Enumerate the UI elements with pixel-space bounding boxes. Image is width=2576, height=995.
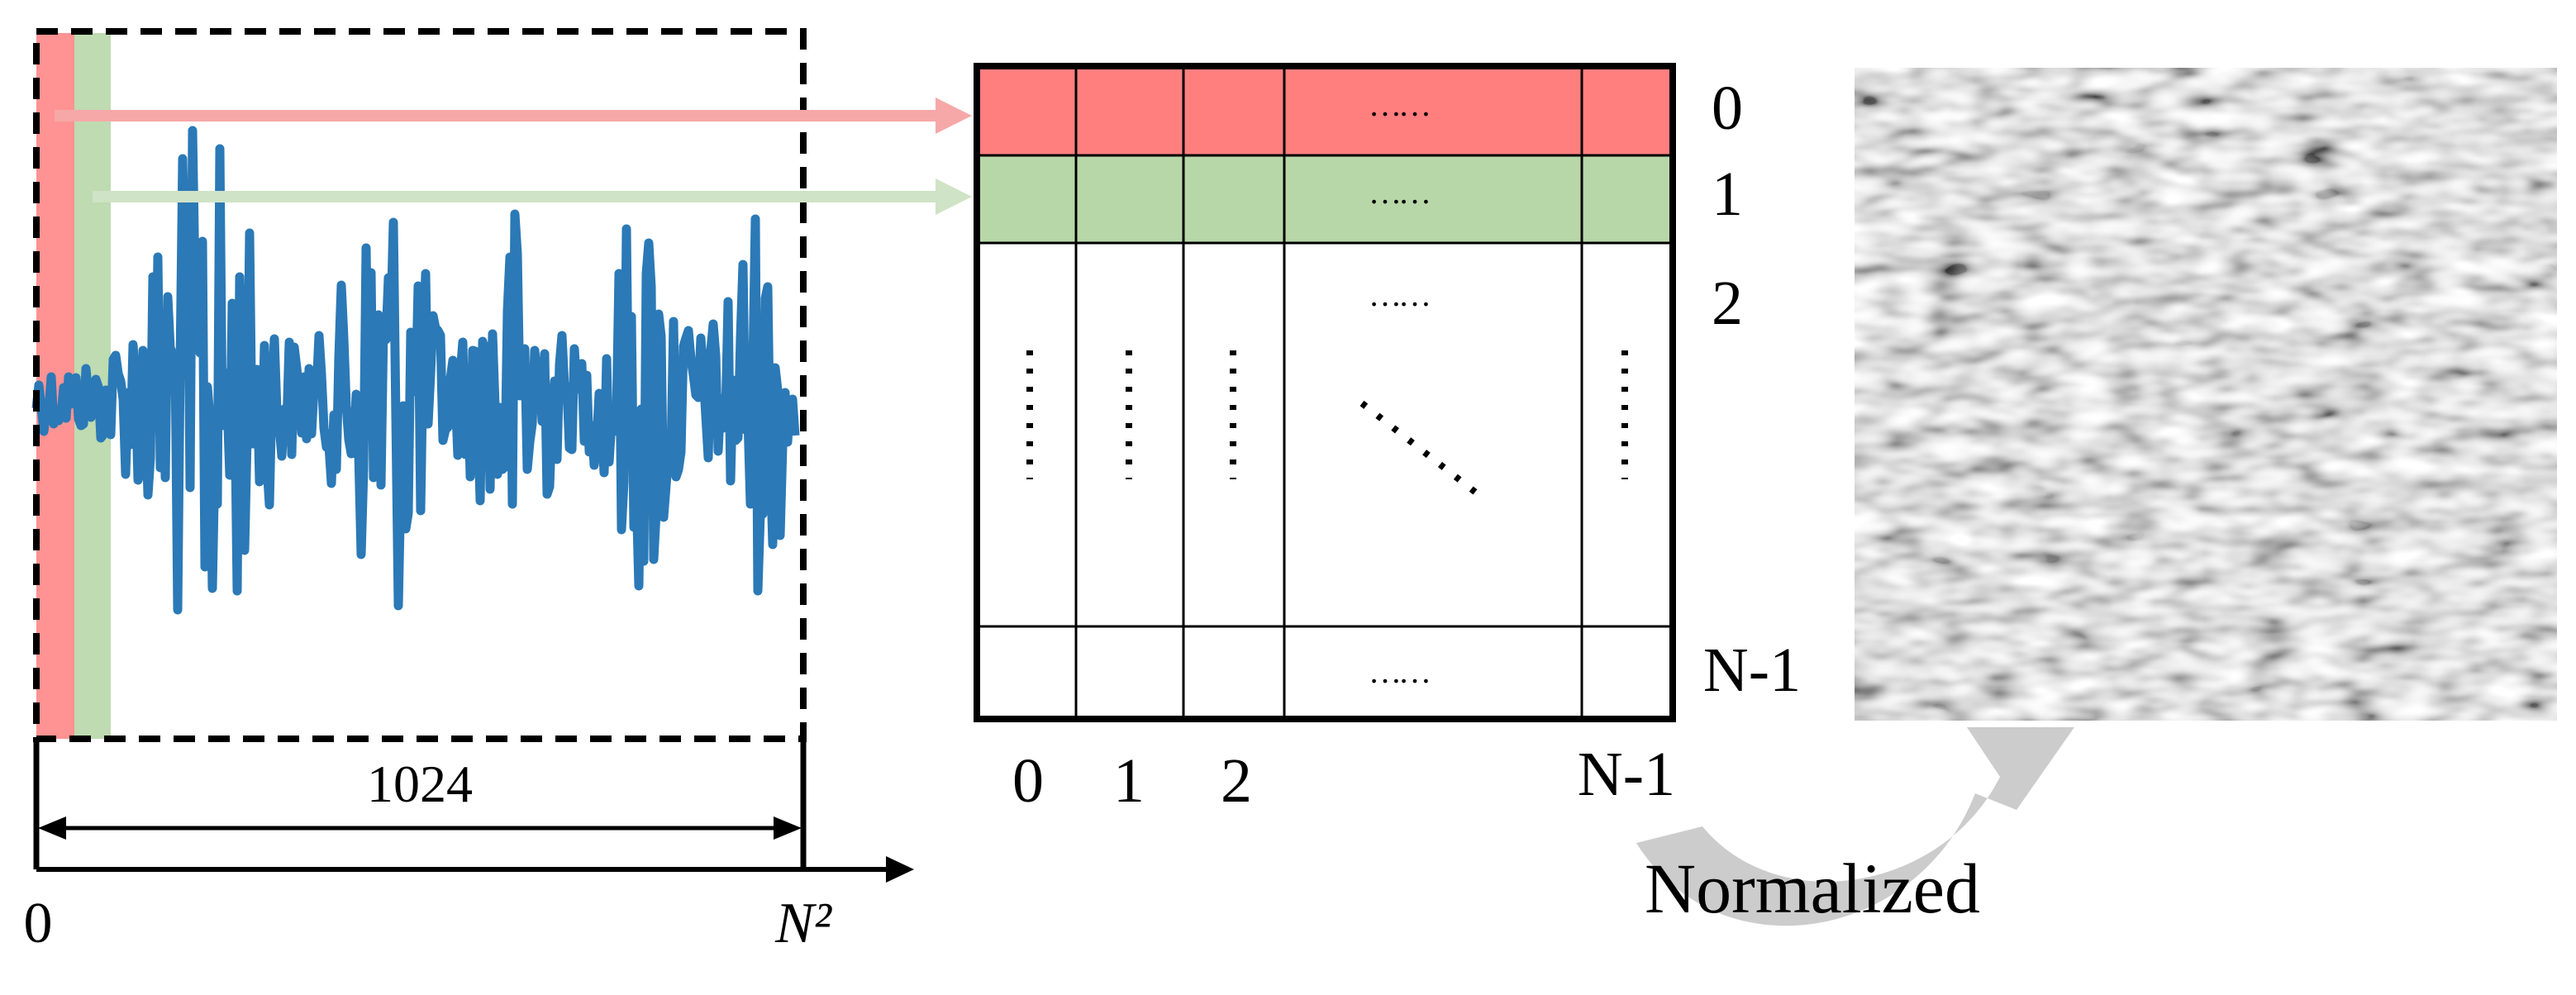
row-label-last: N-1: [1703, 636, 1801, 705]
row-label-2: 2: [1712, 269, 1743, 338]
matrix-grid: …… …… …… …… 0 1 2 N-1 0 1 2 N-1: [974, 63, 1801, 816]
row-label-0: 0: [1712, 74, 1743, 143]
axis-end-label: N²: [774, 892, 832, 955]
waveform: [31, 126, 800, 615]
axis-start-label: 0: [24, 892, 53, 955]
width-arrowhead-left: [38, 816, 66, 840]
diagonal-ellipsis: [1359, 400, 1487, 502]
x-axis-arrowhead: [886, 856, 914, 883]
ellipsis-row-1: ……: [1369, 174, 1428, 211]
matrix-row-1: [977, 155, 1673, 243]
ellipsis-row-last: ……: [1369, 653, 1428, 690]
grayscale-texture: [1855, 68, 2557, 721]
ellipsis-row-2: ……: [1369, 276, 1428, 313]
red-row-arrowhead: [936, 98, 972, 134]
width-label: 1024: [367, 755, 473, 813]
row-arrows: [55, 98, 972, 215]
green-row-arrowhead: [936, 179, 972, 215]
normalized-label: Normalized: [1645, 849, 1980, 928]
matrix-border: [974, 63, 1676, 722]
col-label-1: 1: [1113, 746, 1145, 816]
normalized-image: [1855, 68, 2557, 721]
col-label-0: 0: [1012, 746, 1044, 816]
col-label-2: 2: [1221, 746, 1252, 816]
row-label-1: 1: [1712, 159, 1743, 229]
normalized-arrow: Normalized: [1636, 727, 2074, 928]
col-label-last: N-1: [1578, 740, 1675, 809]
width-arrowhead-right: [774, 816, 802, 840]
matrix-row-0: [977, 66, 1673, 155]
ellipsis-row-0: ……: [1369, 86, 1428, 123]
curved-arrow-body: [1636, 727, 2074, 926]
signal-panel: 1024 0 N²: [24, 28, 914, 955]
dashed-window: [33, 28, 807, 742]
